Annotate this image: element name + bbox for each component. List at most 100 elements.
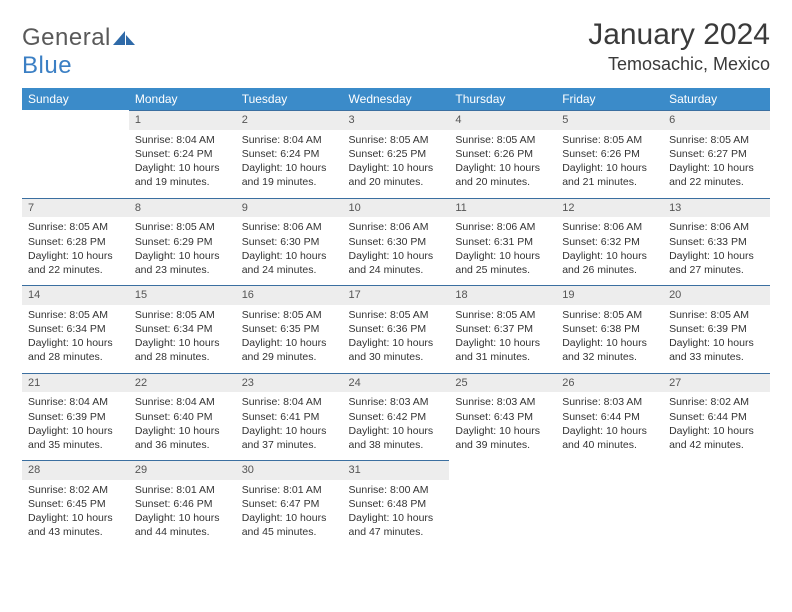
- calendar-cell: [556, 460, 663, 548]
- logo-sail-icon: [113, 29, 135, 47]
- calendar-cell: 23Sunrise: 8:04 AMSunset: 6:41 PMDayligh…: [236, 373, 343, 461]
- weekday-header: Friday: [556, 88, 663, 110]
- calendar-cell: 2Sunrise: 8:04 AMSunset: 6:24 PMDaylight…: [236, 110, 343, 198]
- calendar-cell: 15Sunrise: 8:05 AMSunset: 6:34 PMDayligh…: [129, 285, 236, 373]
- month-title: January 2024: [588, 18, 770, 52]
- day-number: 22: [129, 373, 236, 393]
- calendar-cell: 9Sunrise: 8:06 AMSunset: 6:30 PMDaylight…: [236, 198, 343, 286]
- calendar-week-row: 28Sunrise: 8:02 AMSunset: 6:45 PMDayligh…: [22, 460, 770, 548]
- logo-text: GeneralBlue: [22, 24, 136, 80]
- day-number: 14: [22, 285, 129, 305]
- day-number: 2: [236, 110, 343, 130]
- day-number: 8: [129, 198, 236, 218]
- day-number: 26: [556, 373, 663, 393]
- calendar-cell: 18Sunrise: 8:05 AMSunset: 6:37 PMDayligh…: [449, 285, 556, 373]
- day-number: 4: [449, 110, 556, 130]
- day-number: 7: [22, 198, 129, 218]
- calendar-cell: 16Sunrise: 8:05 AMSunset: 6:35 PMDayligh…: [236, 285, 343, 373]
- day-details: Sunrise: 8:05 AMSunset: 6:36 PMDaylight:…: [343, 305, 450, 373]
- calendar-cell: 31Sunrise: 8:00 AMSunset: 6:48 PMDayligh…: [343, 460, 450, 548]
- calendar-cell: 1Sunrise: 8:04 AMSunset: 6:24 PMDaylight…: [129, 110, 236, 198]
- day-number: 30: [236, 460, 343, 480]
- day-number: 31: [343, 460, 450, 480]
- weekday-header: Tuesday: [236, 88, 343, 110]
- day-number: 27: [663, 373, 770, 393]
- title-block: January 2024 Temosachic, Mexico: [588, 18, 770, 75]
- day-details: Sunrise: 8:05 AMSunset: 6:38 PMDaylight:…: [556, 305, 663, 373]
- day-number: 17: [343, 285, 450, 305]
- calendar-cell: 13Sunrise: 8:06 AMSunset: 6:33 PMDayligh…: [663, 198, 770, 286]
- day-number: 25: [449, 373, 556, 393]
- calendar-cell: 27Sunrise: 8:02 AMSunset: 6:44 PMDayligh…: [663, 373, 770, 461]
- calendar-cell: 4Sunrise: 8:05 AMSunset: 6:26 PMDaylight…: [449, 110, 556, 198]
- calendar-cell: 3Sunrise: 8:05 AMSunset: 6:25 PMDaylight…: [343, 110, 450, 198]
- calendar-cell: 5Sunrise: 8:05 AMSunset: 6:26 PMDaylight…: [556, 110, 663, 198]
- logo-part2: Blue: [22, 52, 72, 79]
- calendar-cell: [663, 460, 770, 548]
- day-number: 20: [663, 285, 770, 305]
- day-details: Sunrise: 8:06 AMSunset: 6:30 PMDaylight:…: [236, 217, 343, 285]
- day-details: Sunrise: 8:05 AMSunset: 6:26 PMDaylight:…: [556, 130, 663, 198]
- calendar-body: 1Sunrise: 8:04 AMSunset: 6:24 PMDaylight…: [22, 110, 770, 548]
- day-number: 5: [556, 110, 663, 130]
- calendar-cell: 21Sunrise: 8:04 AMSunset: 6:39 PMDayligh…: [22, 373, 129, 461]
- day-number: 6: [663, 110, 770, 130]
- day-details: Sunrise: 8:05 AMSunset: 6:37 PMDaylight:…: [449, 305, 556, 373]
- calendar-cell: 19Sunrise: 8:05 AMSunset: 6:38 PMDayligh…: [556, 285, 663, 373]
- day-number: 19: [556, 285, 663, 305]
- day-details: Sunrise: 8:02 AMSunset: 6:45 PMDaylight:…: [22, 480, 129, 548]
- calendar-week-row: 7Sunrise: 8:05 AMSunset: 6:28 PMDaylight…: [22, 198, 770, 286]
- calendar-cell: 8Sunrise: 8:05 AMSunset: 6:29 PMDaylight…: [129, 198, 236, 286]
- weekday-header: Wednesday: [343, 88, 450, 110]
- day-details: Sunrise: 8:06 AMSunset: 6:32 PMDaylight:…: [556, 217, 663, 285]
- day-number: 29: [129, 460, 236, 480]
- calendar-cell: 30Sunrise: 8:01 AMSunset: 6:47 PMDayligh…: [236, 460, 343, 548]
- calendar-week-row: 14Sunrise: 8:05 AMSunset: 6:34 PMDayligh…: [22, 285, 770, 373]
- calendar-cell: 29Sunrise: 8:01 AMSunset: 6:46 PMDayligh…: [129, 460, 236, 548]
- day-details: Sunrise: 8:05 AMSunset: 6:25 PMDaylight:…: [343, 130, 450, 198]
- location: Temosachic, Mexico: [588, 54, 770, 75]
- day-number: 15: [129, 285, 236, 305]
- calendar-cell: 28Sunrise: 8:02 AMSunset: 6:45 PMDayligh…: [22, 460, 129, 548]
- day-details: Sunrise: 8:05 AMSunset: 6:27 PMDaylight:…: [663, 130, 770, 198]
- day-details: Sunrise: 8:04 AMSunset: 6:41 PMDaylight:…: [236, 392, 343, 460]
- logo-part1: General: [22, 24, 111, 51]
- day-details: Sunrise: 8:04 AMSunset: 6:39 PMDaylight:…: [22, 392, 129, 460]
- calendar-cell: 11Sunrise: 8:06 AMSunset: 6:31 PMDayligh…: [449, 198, 556, 286]
- day-details: Sunrise: 8:04 AMSunset: 6:24 PMDaylight:…: [236, 130, 343, 198]
- header: GeneralBlue January 2024 Temosachic, Mex…: [22, 18, 770, 80]
- day-number: 18: [449, 285, 556, 305]
- day-number: 21: [22, 373, 129, 393]
- weekday-header: Thursday: [449, 88, 556, 110]
- calendar-cell: [22, 110, 129, 198]
- day-details: Sunrise: 8:01 AMSunset: 6:47 PMDaylight:…: [236, 480, 343, 548]
- weekday-header: Monday: [129, 88, 236, 110]
- calendar-cell: 26Sunrise: 8:03 AMSunset: 6:44 PMDayligh…: [556, 373, 663, 461]
- day-number: 16: [236, 285, 343, 305]
- day-number: 23: [236, 373, 343, 393]
- calendar-week-row: 1Sunrise: 8:04 AMSunset: 6:24 PMDaylight…: [22, 110, 770, 198]
- day-details: Sunrise: 8:05 AMSunset: 6:26 PMDaylight:…: [449, 130, 556, 198]
- calendar-week-row: 21Sunrise: 8:04 AMSunset: 6:39 PMDayligh…: [22, 373, 770, 461]
- calendar-cell: 10Sunrise: 8:06 AMSunset: 6:30 PMDayligh…: [343, 198, 450, 286]
- day-details: Sunrise: 8:04 AMSunset: 6:40 PMDaylight:…: [129, 392, 236, 460]
- day-details: Sunrise: 8:03 AMSunset: 6:42 PMDaylight:…: [343, 392, 450, 460]
- day-number: 13: [663, 198, 770, 218]
- calendar-cell: 6Sunrise: 8:05 AMSunset: 6:27 PMDaylight…: [663, 110, 770, 198]
- calendar-cell: 22Sunrise: 8:04 AMSunset: 6:40 PMDayligh…: [129, 373, 236, 461]
- calendar-header-row: SundayMondayTuesdayWednesdayThursdayFrid…: [22, 88, 770, 110]
- day-details: Sunrise: 8:04 AMSunset: 6:24 PMDaylight:…: [129, 130, 236, 198]
- day-details: Sunrise: 8:02 AMSunset: 6:44 PMDaylight:…: [663, 392, 770, 460]
- calendar-cell: 17Sunrise: 8:05 AMSunset: 6:36 PMDayligh…: [343, 285, 450, 373]
- day-details: Sunrise: 8:05 AMSunset: 6:39 PMDaylight:…: [663, 305, 770, 373]
- calendar-cell: 25Sunrise: 8:03 AMSunset: 6:43 PMDayligh…: [449, 373, 556, 461]
- day-number: 24: [343, 373, 450, 393]
- day-number: 1: [129, 110, 236, 130]
- calendar-cell: 12Sunrise: 8:06 AMSunset: 6:32 PMDayligh…: [556, 198, 663, 286]
- day-details: Sunrise: 8:03 AMSunset: 6:43 PMDaylight:…: [449, 392, 556, 460]
- day-number: 10: [343, 198, 450, 218]
- weekday-header: Saturday: [663, 88, 770, 110]
- day-details: Sunrise: 8:05 AMSunset: 6:28 PMDaylight:…: [22, 217, 129, 285]
- day-number: 11: [449, 198, 556, 218]
- day-details: Sunrise: 8:05 AMSunset: 6:34 PMDaylight:…: [22, 305, 129, 373]
